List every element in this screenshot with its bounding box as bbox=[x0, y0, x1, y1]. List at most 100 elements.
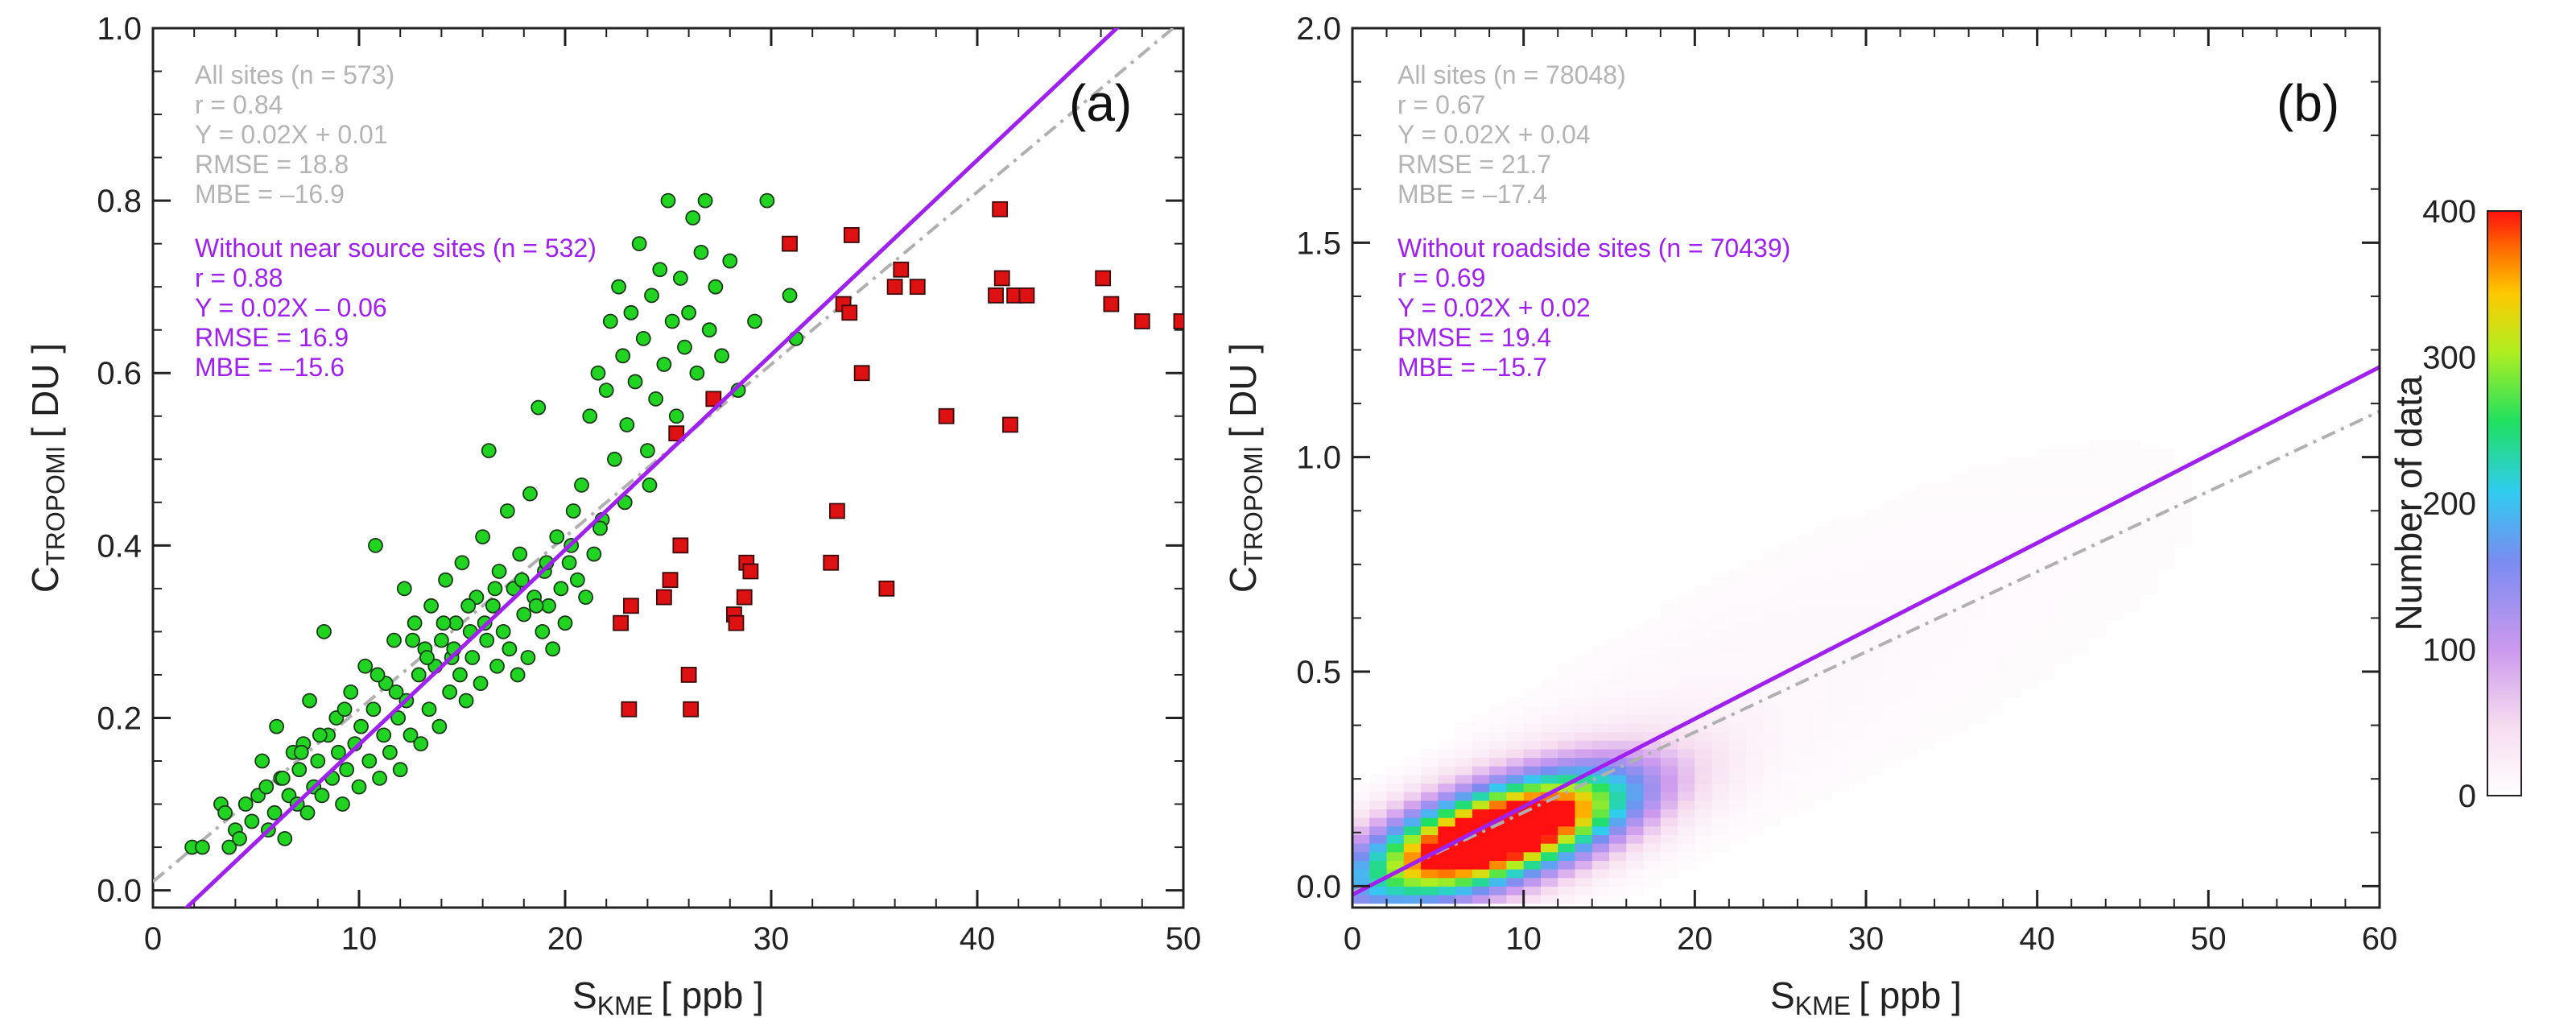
fit-lines-b bbox=[1352, 365, 2380, 897]
density-cell bbox=[1934, 499, 1952, 510]
green-data-point bbox=[545, 641, 561, 657]
density-cell bbox=[1575, 689, 1593, 698]
density-cell bbox=[1780, 731, 1798, 741]
density-cell bbox=[1951, 499, 1970, 510]
density-cell bbox=[1438, 757, 1456, 767]
green-data-point bbox=[502, 641, 518, 657]
density-cell bbox=[2054, 482, 2072, 492]
density-cell bbox=[1763, 663, 1781, 672]
density-cell bbox=[2105, 569, 2124, 578]
y-tick-label: 1.0 bbox=[97, 11, 142, 47]
density-cell bbox=[2140, 534, 2158, 544]
density-cell bbox=[1711, 731, 1730, 741]
density-cell bbox=[1660, 705, 1678, 715]
density-cell bbox=[1506, 731, 1525, 741]
density-cell bbox=[1506, 722, 1525, 733]
green-data-point bbox=[464, 650, 481, 665]
density-cell bbox=[1763, 654, 1781, 664]
density-cell bbox=[1951, 680, 1970, 689]
density-cell bbox=[1421, 860, 1439, 870]
density-cell bbox=[1695, 602, 1713, 613]
density-cell bbox=[1626, 731, 1645, 741]
density-cell bbox=[2071, 585, 2090, 595]
density-cell bbox=[1523, 740, 1542, 750]
density-cell bbox=[2003, 534, 2021, 544]
density-cell bbox=[1523, 783, 1542, 792]
stat-line-subset-b: MBE = –15.7 bbox=[1397, 353, 1547, 382]
density-cell bbox=[1968, 714, 1987, 724]
density-cell bbox=[1643, 731, 1662, 741]
density-cell bbox=[1728, 628, 1747, 639]
density-cell bbox=[1558, 774, 1576, 784]
density-cell bbox=[1831, 689, 1850, 698]
density-cell bbox=[1695, 646, 1713, 656]
density-cell bbox=[2003, 637, 2021, 647]
green-data-point bbox=[390, 710, 407, 726]
density-cell bbox=[1900, 672, 1918, 681]
density-cell bbox=[2140, 474, 2158, 484]
y-tick-label: 0.0 bbox=[97, 874, 142, 909]
density-cell bbox=[2174, 517, 2192, 527]
density-cell bbox=[1917, 646, 1935, 656]
density-cell bbox=[1968, 602, 1987, 613]
density-cell bbox=[1831, 585, 1850, 595]
density-cell bbox=[1678, 620, 1695, 630]
green-data-point bbox=[312, 727, 328, 743]
density-cell bbox=[1900, 731, 1918, 741]
green-data-point bbox=[561, 555, 577, 571]
density-cell bbox=[1746, 748, 1764, 759]
density-cell bbox=[1609, 672, 1627, 681]
x-tick-label: 0 bbox=[144, 921, 162, 957]
density-cell bbox=[1746, 705, 1764, 715]
density-cell bbox=[1609, 792, 1627, 801]
x-tick-marks-b bbox=[1351, 28, 2381, 908]
density-cell bbox=[1900, 491, 1918, 501]
y-tick-label: 0.6 bbox=[97, 356, 142, 391]
red-data-point bbox=[853, 365, 870, 382]
density-cell bbox=[1523, 843, 1542, 853]
density-cell bbox=[1591, 731, 1610, 741]
density-cell bbox=[1985, 637, 2004, 647]
density-cell bbox=[2003, 689, 2021, 698]
density-cell bbox=[2071, 525, 2090, 536]
density-cell bbox=[2003, 594, 2021, 604]
density-cell bbox=[1985, 508, 2004, 518]
density-cell bbox=[2003, 491, 2021, 501]
density-cell bbox=[1695, 628, 1713, 639]
green-data-point bbox=[244, 813, 260, 829]
density-cell bbox=[1797, 620, 1815, 630]
density-cell bbox=[1643, 628, 1662, 639]
density-cell bbox=[1523, 825, 1542, 836]
density-cell bbox=[1917, 672, 1935, 681]
density-cell bbox=[1866, 680, 1884, 689]
density-cell bbox=[1523, 877, 1542, 887]
density-cell bbox=[1540, 834, 1558, 844]
density-cell bbox=[1883, 672, 1901, 681]
density-cell bbox=[1728, 714, 1747, 724]
density-cell bbox=[1968, 534, 1987, 544]
density-cell bbox=[1386, 895, 1405, 904]
density-cell bbox=[2037, 499, 2055, 510]
density-cell bbox=[2037, 611, 2055, 621]
density-cell bbox=[1848, 705, 1867, 715]
density-cell bbox=[1695, 766, 1713, 776]
density-cell bbox=[1711, 705, 1730, 715]
density-cell bbox=[1780, 722, 1798, 733]
red-data-point bbox=[736, 589, 753, 606]
density-cell bbox=[2071, 449, 2090, 458]
density-cell bbox=[1369, 843, 1388, 853]
density-cell bbox=[1746, 766, 1764, 776]
density-cell bbox=[1883, 569, 1901, 578]
x-tick-label: 50 bbox=[2190, 921, 2227, 957]
green-data-point bbox=[407, 615, 423, 631]
density-cell bbox=[1540, 766, 1558, 776]
green-data-point bbox=[693, 244, 709, 260]
density-cell bbox=[1352, 895, 1370, 904]
density-cell bbox=[2123, 543, 2140, 552]
density-cell bbox=[1643, 825, 1662, 836]
density-cell bbox=[1591, 663, 1610, 672]
density-cell bbox=[2071, 637, 2090, 647]
density-cell bbox=[1917, 705, 1935, 715]
density-cell bbox=[1403, 895, 1422, 904]
density-cell bbox=[1489, 748, 1507, 759]
